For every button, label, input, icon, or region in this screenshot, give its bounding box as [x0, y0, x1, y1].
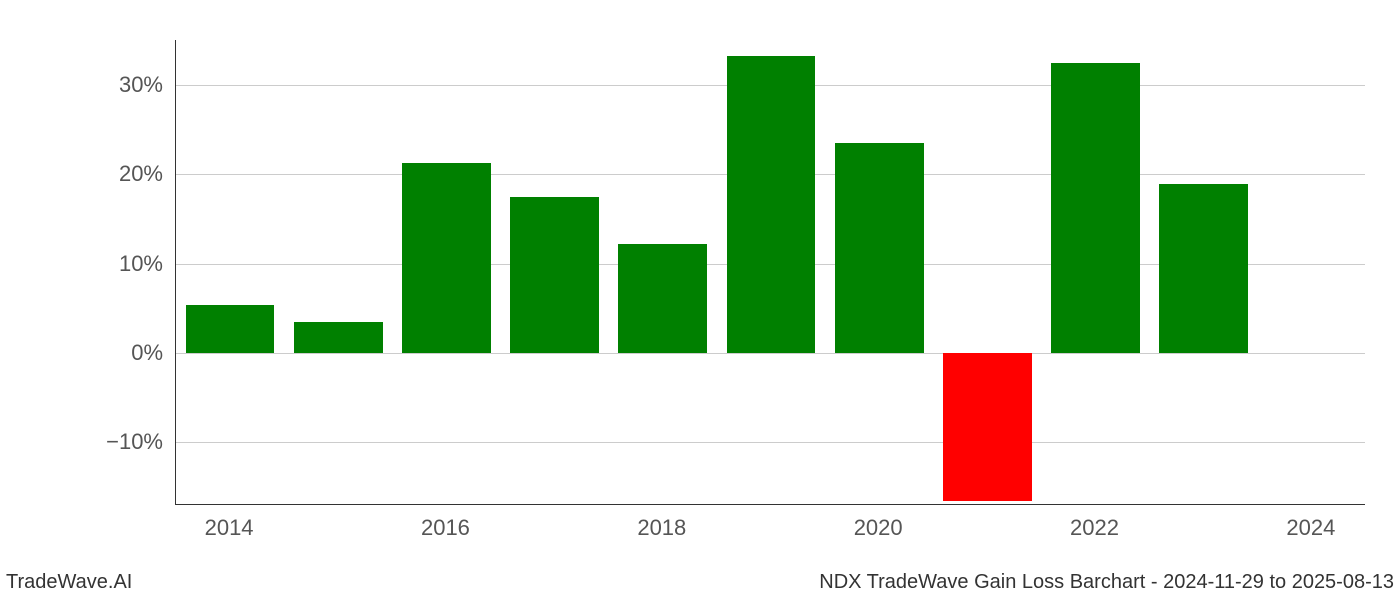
- bar: [402, 163, 491, 353]
- y-tick-label: 20%: [0, 161, 163, 187]
- bar: [1159, 184, 1248, 353]
- bar: [727, 56, 816, 353]
- x-tick-label: 2016: [421, 515, 470, 541]
- gridline: [176, 353, 1365, 354]
- chart-canvas: −10% 0% 10% 20% 30% 2014 2016 2018 2020 2022 2024…: [0, 0, 1400, 600]
- x-tick-label: 2014: [205, 515, 254, 541]
- x-tick-label: 2022: [1070, 515, 1119, 541]
- x-tick-label: 2020: [854, 515, 903, 541]
- bar: [835, 143, 924, 353]
- bar: [618, 244, 707, 353]
- footer-right: NDX TradeWave Gain Loss Barchart - 2024-…: [819, 571, 1394, 594]
- y-tick-label: 10%: [0, 251, 163, 277]
- y-tick-label: 30%: [0, 72, 163, 98]
- y-tick-label: 0%: [0, 340, 163, 366]
- bar: [943, 353, 1032, 501]
- bar: [510, 197, 599, 353]
- plot-area: [175, 40, 1365, 505]
- footer-left: TradeWave.AI: [6, 571, 132, 594]
- bar: [186, 305, 275, 353]
- bar: [294, 322, 383, 353]
- x-tick-label: 2018: [637, 515, 686, 541]
- y-tick-label: −10%: [0, 429, 163, 455]
- x-tick-label: 2024: [1286, 515, 1335, 541]
- gridline: [176, 442, 1365, 443]
- bar: [1051, 63, 1140, 353]
